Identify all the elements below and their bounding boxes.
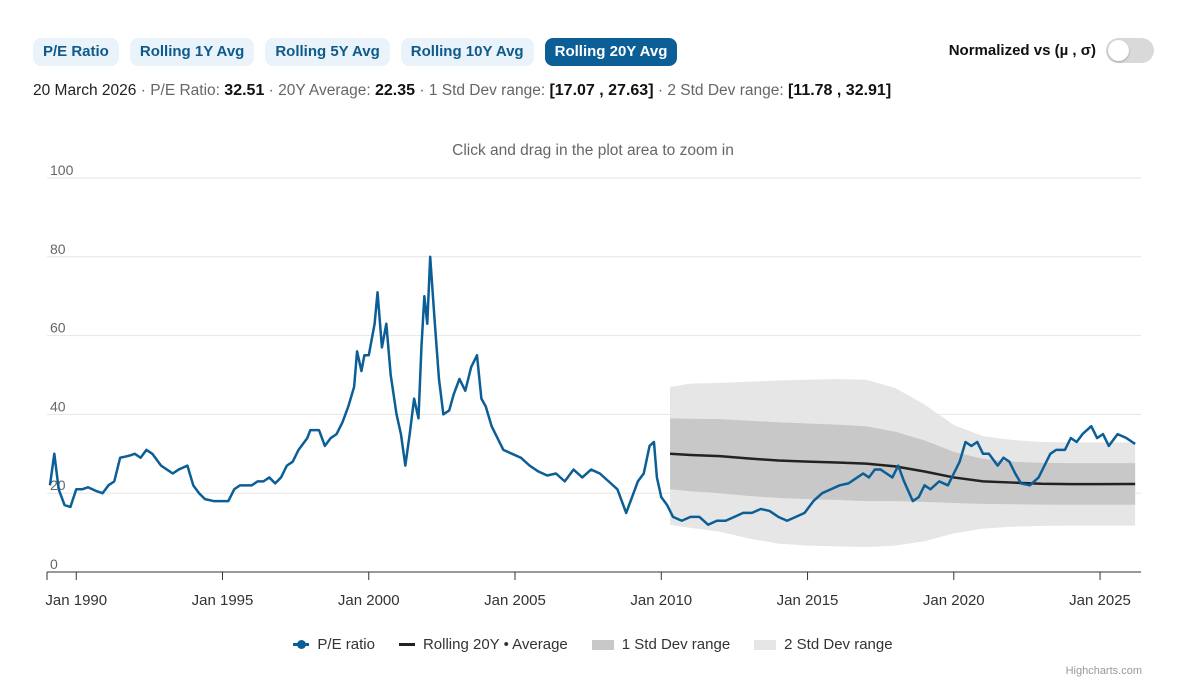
y-tick-label: 0: [50, 556, 58, 572]
x-tick-label: Jan 2010: [630, 592, 692, 609]
legend-label: Rolling 20Y • Average: [422, 636, 568, 653]
legend-item-std2[interactable]: 2 Std Dev range: [754, 636, 893, 653]
pe-label: P/E Ratio:: [150, 82, 220, 99]
legend-label: 1 Std Dev range: [621, 636, 731, 653]
separator: ·: [140, 82, 146, 99]
legend-symbol-std2: [754, 639, 777, 650]
legend-symbol-pe: [293, 639, 310, 649]
legend: P/E ratio Rolling 20Y • Average 1 Std Dev …: [0, 636, 1186, 653]
legend-item-std1[interactable]: 1 Std Dev range: [591, 636, 731, 653]
x-tick-label: Jan 2025: [1069, 592, 1131, 609]
info-date: 20 March 2026: [33, 82, 137, 99]
series-line-pe-ratio: [48, 255, 1136, 526]
legend-item-avg[interactable]: Rolling 20Y • Average: [398, 636, 568, 653]
legend-symbol-std1: [591, 639, 614, 650]
tab-bar: P/E Ratio Rolling 1Y Avg Rolling 5Y Avg Rol…: [33, 38, 678, 66]
x-tick-label: Jan 2020: [923, 592, 985, 609]
tab-rolling-1y-avg[interactable]: Rolling 1Y Avg: [129, 38, 255, 66]
legend-label: P/E ratio: [317, 636, 375, 653]
info-bar: 20 March 2026 · P/E Ratio: 32.51 · 20Y A…: [33, 82, 891, 100]
normalize-control: Normalized vs (µ , σ): [949, 38, 1154, 63]
x-tick-label: Jan 2015: [777, 592, 839, 609]
legend-label: 2 Std Dev range: [784, 636, 893, 653]
y-tick-label: 60: [50, 320, 66, 336]
legend-item-pe[interactable]: P/E ratio: [293, 636, 375, 653]
std1-value: [17.07 , 27.63]: [549, 82, 654, 99]
x-tick-label: Jan 1990: [45, 592, 107, 609]
std2-label: 2 Std Dev range:: [667, 82, 784, 99]
std1-label: 1 Std Dev range:: [428, 82, 546, 99]
y-tick-label: 40: [50, 398, 66, 414]
avg-value: 22.35: [374, 82, 416, 99]
toggle-knob: [1108, 40, 1129, 61]
separator: ·: [657, 82, 664, 99]
tab-rolling-5y-avg[interactable]: Rolling 5Y Avg: [265, 38, 390, 66]
series-line-rolling-average: [669, 452, 1136, 486]
tab-p-e-ratio[interactable]: P/E Ratio: [33, 38, 119, 66]
separator: ·: [268, 82, 274, 99]
normalize-label: Normalized vs (µ , σ): [948, 42, 1096, 59]
x-tick-label: Jan 2000: [338, 592, 400, 609]
y-tick-label: 100: [50, 162, 74, 178]
credits-link[interactable]: Highcharts.com: [1065, 665, 1142, 677]
legend-symbol-avg: [398, 643, 415, 646]
pe-value: 32.51: [224, 82, 265, 99]
tab-rolling-20y-avg[interactable]: Rolling 20Y Avg: [544, 38, 678, 66]
normalize-toggle[interactable]: [1106, 38, 1154, 63]
zoom-hint: Click and drag in the plot area to zoom …: [452, 142, 734, 159]
y-tick-label: 80: [50, 241, 66, 257]
std2-value: [11.78 , 32.91]: [787, 82, 892, 99]
tab-rolling-10y-avg[interactable]: Rolling 10Y Avg: [400, 38, 534, 66]
separator: ·: [419, 82, 425, 99]
avg-label: 20Y Average:: [278, 82, 371, 99]
x-tick-label: Jan 2005: [484, 592, 546, 609]
x-tick-label: Jan 1995: [192, 592, 254, 609]
